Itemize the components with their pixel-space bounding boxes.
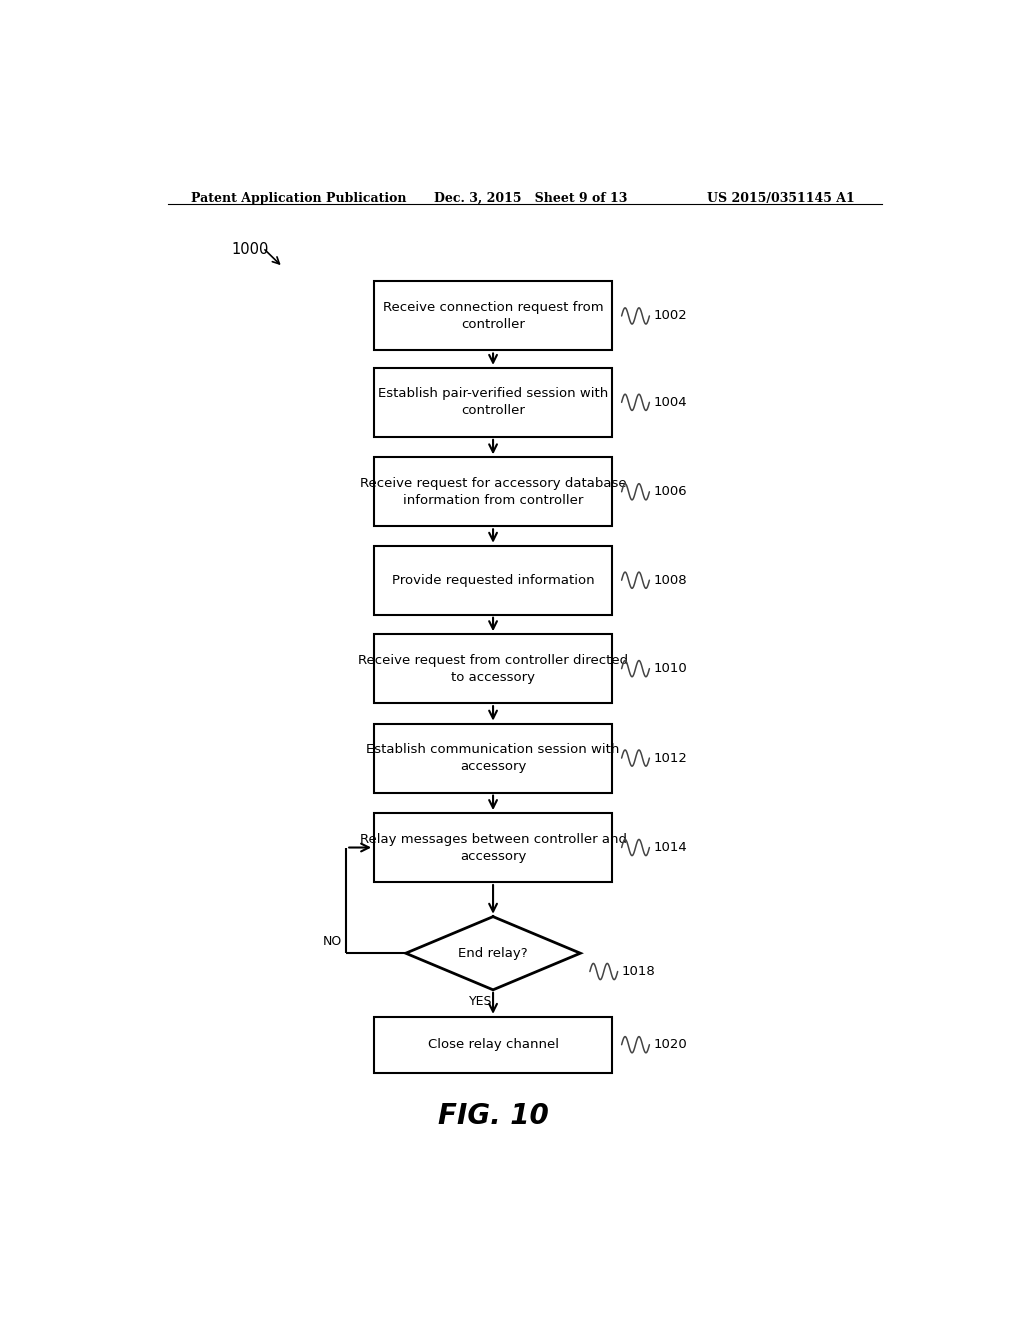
Text: 1008: 1008	[653, 574, 687, 586]
Text: Establish communication session with
accessory: Establish communication session with acc…	[367, 743, 620, 774]
Text: Receive connection request from
controller: Receive connection request from controll…	[383, 301, 603, 331]
Text: 1002: 1002	[653, 309, 687, 322]
Text: 1020: 1020	[653, 1039, 687, 1051]
FancyBboxPatch shape	[374, 281, 612, 351]
Text: YES: YES	[469, 995, 493, 1008]
Text: 1018: 1018	[622, 965, 655, 978]
Text: FIG. 10: FIG. 10	[437, 1102, 549, 1130]
FancyBboxPatch shape	[374, 545, 612, 615]
Text: Provide requested information: Provide requested information	[392, 574, 594, 586]
Text: NO: NO	[323, 935, 342, 948]
Text: 1012: 1012	[653, 751, 687, 764]
Text: US 2015/0351145 A1: US 2015/0351145 A1	[708, 191, 855, 205]
FancyBboxPatch shape	[374, 457, 612, 527]
FancyBboxPatch shape	[374, 813, 612, 882]
Text: Dec. 3, 2015   Sheet 9 of 13: Dec. 3, 2015 Sheet 9 of 13	[433, 191, 627, 205]
Text: 1000: 1000	[231, 242, 268, 257]
FancyBboxPatch shape	[374, 1016, 612, 1073]
Polygon shape	[406, 916, 581, 990]
Text: Receive request for accessory database
information from controller: Receive request for accessory database i…	[359, 477, 627, 507]
Text: 1010: 1010	[653, 663, 687, 675]
FancyBboxPatch shape	[374, 368, 612, 437]
Text: 1006: 1006	[653, 486, 687, 498]
Text: Relay messages between controller and
accessory: Relay messages between controller and ac…	[359, 833, 627, 862]
Text: 1014: 1014	[653, 841, 687, 854]
FancyBboxPatch shape	[374, 634, 612, 704]
Text: Close relay channel: Close relay channel	[428, 1039, 558, 1051]
Text: Patent Application Publication: Patent Application Publication	[191, 191, 407, 205]
Text: Receive request from controller directed
to accessory: Receive request from controller directed…	[358, 653, 628, 684]
Text: 1004: 1004	[653, 396, 687, 409]
Text: Establish pair-verified session with
controller: Establish pair-verified session with con…	[378, 387, 608, 417]
FancyBboxPatch shape	[374, 723, 612, 792]
Text: End relay?: End relay?	[459, 946, 527, 960]
